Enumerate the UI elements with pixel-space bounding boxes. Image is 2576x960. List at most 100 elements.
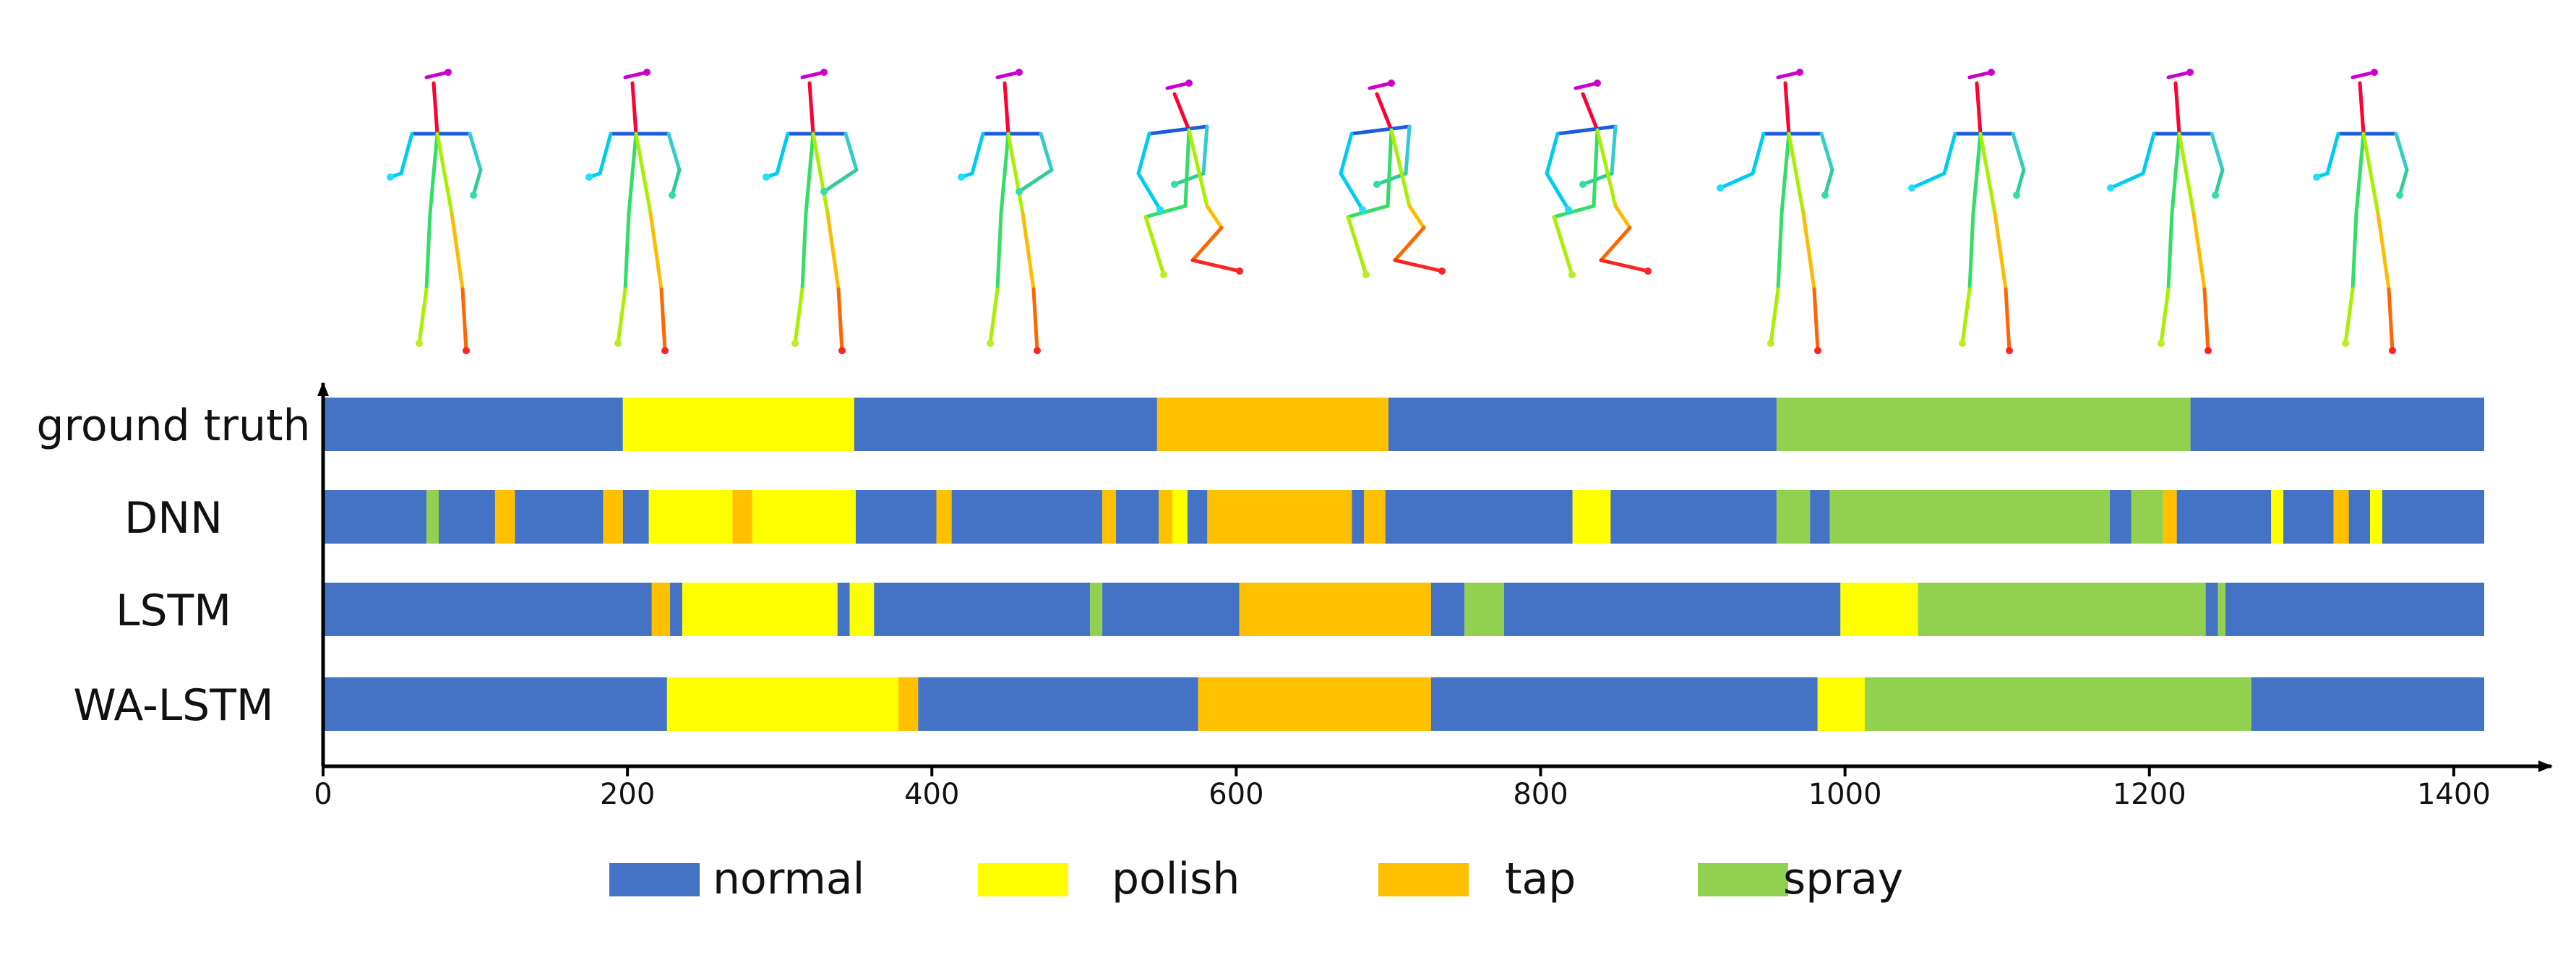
- segment-normal: [2176, 490, 2272, 544]
- segment-spray: [1776, 398, 2191, 451]
- legend-swatch-tap: [1378, 863, 1469, 896]
- legend-label-spray: spray: [1783, 854, 1903, 904]
- segment-spray: [1090, 583, 1103, 636]
- segment-normal: [323, 398, 623, 451]
- legend-item-spray: spray: [1698, 854, 1903, 904]
- segment-spray: [1865, 677, 2251, 731]
- legend-label-polish: polish: [1112, 854, 1240, 904]
- x-tick-label: 1000: [1808, 778, 1882, 811]
- stick-figure-polishing-icon: [763, 69, 859, 354]
- segment-tap: [898, 677, 919, 731]
- segment-normal: [2348, 490, 2371, 544]
- segment-normal: [874, 583, 1091, 636]
- x-tick-label: 600: [1208, 778, 1263, 811]
- segment-normal: [2283, 490, 2334, 544]
- row-label: ground truth: [36, 400, 310, 451]
- legend-swatch-normal: [609, 863, 700, 896]
- stick-figure-crouching-icon: [1339, 80, 1446, 278]
- segment-normal: [2225, 583, 2484, 636]
- row-wa-lstm: WA-LSTM: [73, 677, 2484, 731]
- x-tick-label: 0: [314, 778, 332, 811]
- stick-figure-spraying-icon: [1908, 69, 2026, 354]
- segment-normal: [323, 583, 652, 636]
- segment-normal: [951, 490, 1103, 544]
- segment-spray: [1776, 490, 1811, 544]
- segment-polish: [752, 490, 835, 544]
- segment-polish: [1172, 490, 1188, 544]
- row-label: WA-LSTM: [73, 680, 273, 731]
- segment-normal: [622, 490, 649, 544]
- segment-tap: [494, 490, 515, 544]
- segment-normal: [1610, 490, 1777, 544]
- row-dnn: DNN: [124, 490, 2484, 544]
- segment-tap: [936, 490, 952, 544]
- segment-tap: [651, 583, 671, 636]
- segment-polish: [834, 490, 856, 544]
- legend-item-tap: tap: [1378, 854, 1576, 904]
- segment-spray: [2217, 583, 2226, 636]
- segment-normal: [837, 583, 850, 636]
- segment-spray: [1829, 490, 2111, 544]
- legend-item-normal: normal: [609, 854, 864, 904]
- stick-figure-spraying-icon: [2107, 69, 2225, 354]
- segment-spray: [2131, 490, 2163, 544]
- pose-figures-strip: [387, 69, 2409, 354]
- segment-normal: [1102, 583, 1240, 636]
- segment-normal: [2190, 398, 2484, 451]
- segment-tap: [2163, 490, 2177, 544]
- legend-label-tap: tap: [1505, 854, 1576, 904]
- x-tick-label: 800: [1513, 778, 1568, 811]
- segment-tap: [732, 490, 752, 544]
- segment-tap: [1239, 583, 1431, 636]
- segment-polish: [1840, 583, 1918, 636]
- segment-normal: [2110, 490, 2131, 544]
- legend-label-normal: normal: [713, 854, 864, 904]
- stick-figure-standing-icon: [2313, 69, 2409, 354]
- segment-normal: [1352, 490, 1365, 544]
- row-ground-truth: ground truth: [36, 398, 2484, 451]
- segment-polish: [1817, 677, 1865, 731]
- segment-normal: [1385, 490, 1573, 544]
- stick-figure-polishing-icon: [958, 69, 1054, 354]
- segment-normal: [323, 677, 667, 731]
- segment-normal: [323, 490, 427, 544]
- segment-normal: [918, 677, 1198, 731]
- segment-tap: [1207, 490, 1352, 544]
- stick-figure-spraying-icon: [1717, 69, 1834, 354]
- segment-polish: [622, 398, 854, 451]
- segment-normal: [2205, 583, 2218, 636]
- legend-item-polish: polish: [978, 854, 1240, 904]
- segment-normal: [515, 490, 604, 544]
- stick-figure-crouching-icon: [1545, 80, 1652, 278]
- row-label: LSTM: [116, 586, 231, 636]
- segment-polish: [849, 583, 875, 636]
- stick-figure-crouching-icon: [1136, 80, 1243, 278]
- segment-normal: [1430, 583, 1465, 636]
- row-lstm: LSTM: [116, 583, 2484, 636]
- segment-normal: [1430, 677, 1818, 731]
- x-tick-label: 400: [904, 778, 959, 811]
- stick-figure-standing-icon: [585, 69, 682, 354]
- segment-normal: [1810, 490, 1830, 544]
- x-tick-label: 200: [600, 778, 655, 811]
- segment-spray: [426, 490, 439, 544]
- x-axis: 0 200 400 600 800 1000 1200 1400: [314, 382, 2553, 811]
- segment-polish: [2370, 490, 2382, 544]
- x-tick-label: 1200: [2113, 778, 2186, 811]
- segment-tap: [1198, 677, 1431, 731]
- segment-tap: [1364, 490, 1386, 544]
- legend-swatch-polish: [978, 863, 1068, 896]
- segment-tap: [2333, 490, 2349, 544]
- segment-normal: [1503, 583, 1841, 636]
- segment-normal: [1116, 490, 1159, 544]
- segment-spray: [1464, 583, 1504, 636]
- segment-tap: [1102, 490, 1117, 544]
- segment-polish: [1572, 490, 1611, 544]
- timeline-rows: ground truth DNN LSTM WA-LSTM: [36, 398, 2484, 731]
- segment-normal: [670, 583, 682, 636]
- legend: normal polish tap spray: [609, 854, 1903, 904]
- segment-normal: [2251, 677, 2484, 731]
- segment-normal: [854, 398, 1157, 451]
- stick-figure-standing-icon: [387, 69, 483, 354]
